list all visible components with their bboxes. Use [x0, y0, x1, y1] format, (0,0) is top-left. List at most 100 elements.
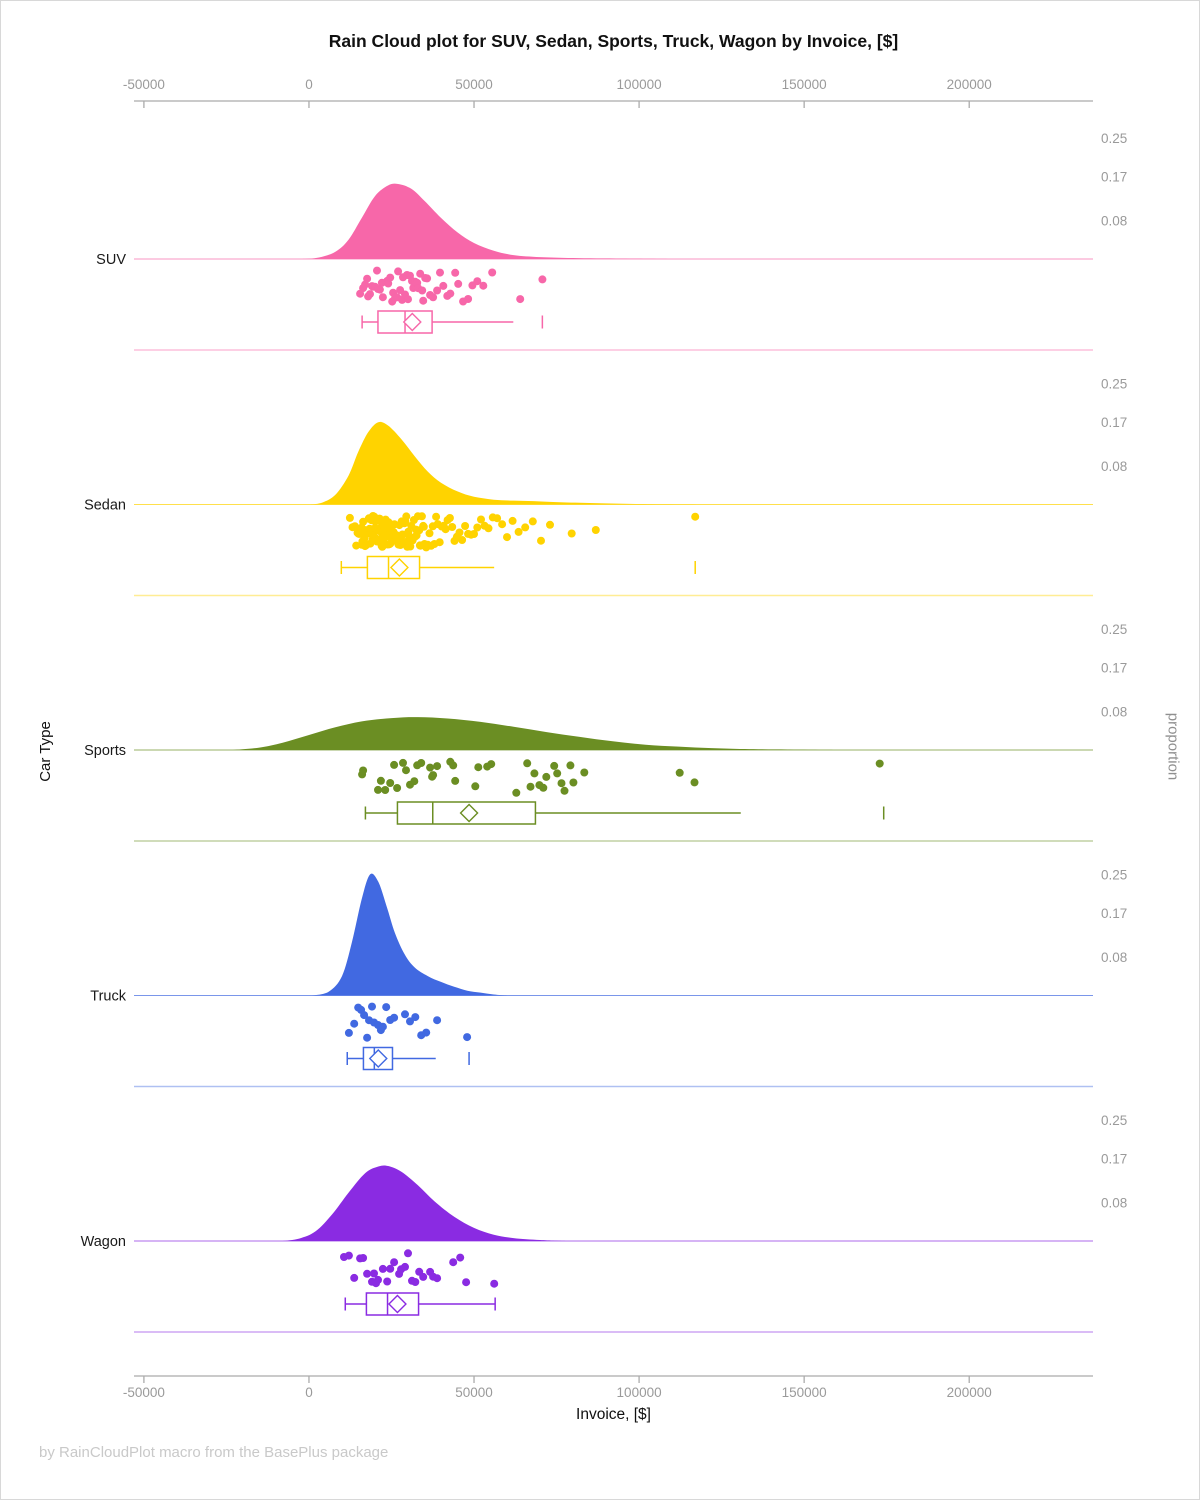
- sports-data-point: [451, 776, 460, 785]
- wagon-data-point: [456, 1253, 465, 1262]
- sedan-data-point: [473, 523, 482, 532]
- sports-data-point: [690, 778, 699, 787]
- sedan-data-point: [591, 526, 600, 534]
- wagon-data-point: [411, 1278, 420, 1286]
- truck-data-point: [433, 1016, 442, 1025]
- category-label-wagon: Wagon: [81, 1234, 126, 1250]
- sports-data-point: [566, 761, 575, 770]
- sedan-data-point: [419, 522, 428, 531]
- footer-attribution: by RainCloudPlot macro from the BasePlus…: [39, 1444, 389, 1461]
- sports-data-point: [557, 779, 566, 788]
- top-x-tick-label: 150000: [782, 77, 827, 92]
- truck-density-curve: [312, 873, 507, 996]
- proportion-tick-label: 0.17: [1101, 415, 1127, 430]
- sports-data-point: [526, 782, 535, 791]
- truck-data-point: [350, 1019, 359, 1028]
- sports-data-point: [875, 759, 884, 768]
- sports-data-point: [386, 779, 395, 787]
- sedan-data-point: [514, 527, 523, 536]
- sedan-data-point: [435, 538, 444, 547]
- sedan-data-point: [455, 528, 464, 537]
- sports-data-point: [542, 772, 551, 781]
- sedan-data-point: [448, 523, 457, 531]
- proportion-tick-label: 0.17: [1101, 661, 1127, 676]
- wagon-data-point: [404, 1249, 412, 1258]
- category-label-suv: SUV: [96, 252, 126, 268]
- suv-data-point: [366, 290, 374, 299]
- suv-data-point: [373, 266, 381, 275]
- sports-data-point: [410, 777, 419, 786]
- proportion-tick-label: 0.08: [1101, 950, 1127, 965]
- wagon-data-point: [363, 1269, 372, 1278]
- sports-data-point: [512, 788, 521, 797]
- sedan-data-point: [484, 524, 493, 533]
- truck-data-point: [390, 1013, 399, 1022]
- proportion-tick-label: 0.17: [1101, 170, 1127, 185]
- truck-data-point: [344, 1028, 353, 1037]
- wagon-data-point: [449, 1258, 458, 1267]
- sedan-data-point: [406, 542, 415, 551]
- sports-data-point: [374, 785, 382, 794]
- bottom-x-tick-label: -50000: [123, 1385, 165, 1400]
- sedan-data-point: [402, 512, 411, 521]
- suv-data-point: [538, 275, 547, 284]
- wagon-data-point: [419, 1272, 428, 1281]
- bottom-x-tick-label: 50000: [455, 1385, 493, 1400]
- suv-data-point: [479, 281, 488, 290]
- suv-data-point: [433, 286, 442, 295]
- truck-data-point: [360, 1011, 369, 1020]
- wagon-data-point: [383, 1277, 392, 1286]
- sedan-data-point: [546, 520, 554, 529]
- suv-data-point: [464, 295, 473, 303]
- sedan-data-point: [498, 520, 507, 529]
- sports-data-point: [449, 761, 458, 770]
- suv-data-point: [375, 285, 384, 294]
- proportion-axis-label-wrap: proportion: [1139, 1, 1199, 1491]
- category-label-truck: Truck: [90, 989, 126, 1005]
- sedan-data-point: [528, 517, 537, 526]
- sports-data-point: [553, 769, 562, 778]
- category-label-sedan: Sedan: [84, 498, 126, 514]
- x-axis-label: Invoice, [$]: [576, 1406, 651, 1423]
- sports-data-point: [474, 763, 483, 772]
- sedan-data-point: [445, 514, 454, 522]
- suv-density-curve: [302, 183, 673, 259]
- wagon-data-point: [386, 1264, 395, 1273]
- truck-mean-diamond: [368, 1049, 388, 1068]
- top-x-tick-label: 50000: [455, 77, 493, 92]
- proportion-tick-label: 0.08: [1101, 459, 1127, 474]
- bottom-x-tick-label: 100000: [617, 1385, 662, 1400]
- truck-data-point: [401, 1010, 409, 1019]
- sedan-data-point: [417, 512, 426, 521]
- sedan-data-point: [567, 529, 576, 538]
- wagon-density-curve: [282, 1165, 567, 1241]
- suv-data-point: [454, 279, 463, 288]
- wagon-data-point: [462, 1278, 471, 1287]
- category-label-sports: Sports: [84, 743, 126, 759]
- sports-data-point: [393, 784, 402, 792]
- sports-density-curve: [233, 717, 838, 750]
- proportion-tick-label: 0.08: [1101, 704, 1127, 719]
- sports-data-point: [580, 768, 589, 777]
- proportion-tick-label: 0.17: [1101, 1152, 1127, 1167]
- sedan-data-point: [441, 525, 450, 534]
- wagon-data-point: [359, 1254, 368, 1262]
- suv-data-point: [439, 281, 448, 290]
- top-x-tick-label: 100000: [617, 77, 662, 92]
- sedan-data-point: [345, 513, 354, 522]
- wagon-data-point: [490, 1279, 499, 1288]
- wagon-data-point: [390, 1258, 399, 1267]
- wagon-mean-diamond: [387, 1294, 407, 1314]
- wagon-data-point: [344, 1251, 353, 1260]
- bottom-x-tick-label: 0: [305, 1385, 313, 1400]
- top-x-tick-label: -50000: [123, 77, 165, 92]
- suv-data-point: [473, 277, 482, 286]
- sports-data-point: [471, 782, 480, 791]
- suv-data-point: [418, 286, 427, 295]
- suv-mean-diamond: [402, 312, 422, 332]
- sports-data-point: [675, 768, 684, 777]
- suv-data-point: [446, 289, 455, 298]
- y-axis-label: Car Type: [36, 720, 54, 782]
- truck-data-point: [406, 1017, 414, 1026]
